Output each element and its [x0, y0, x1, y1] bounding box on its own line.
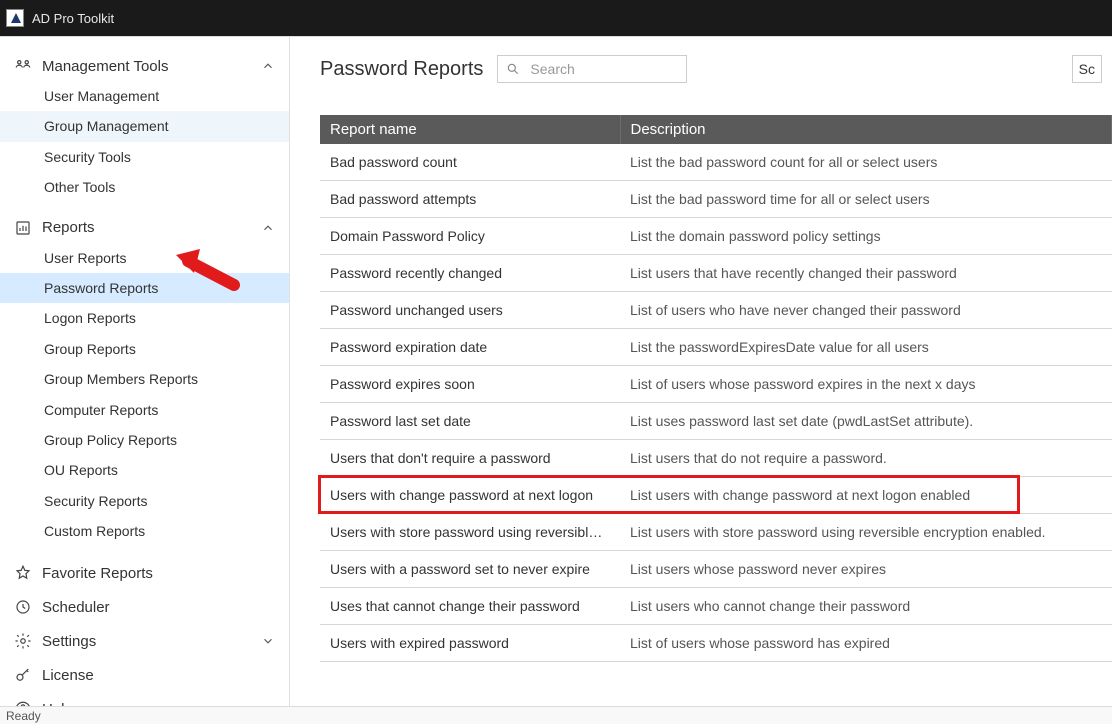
sidebar-item-computer-reports[interactable]: Computer Reports — [0, 395, 289, 425]
table-row[interactable]: Users with store password using reversib… — [320, 514, 1112, 551]
report-desc-cell: List users that have recently changed th… — [620, 255, 1112, 292]
management-tools-icon — [14, 57, 32, 75]
app-logo-icon — [6, 9, 24, 27]
toolbar-right-button[interactable]: Sc — [1072, 55, 1102, 83]
reports-icon — [14, 219, 32, 237]
table-row[interactable]: Users with a password set to never expir… — [320, 551, 1112, 588]
reports-items: User Reports Password Reports Logon Repo… — [0, 243, 289, 557]
report-desc-cell: List users with change password at next … — [620, 477, 1112, 514]
chevron-down-icon — [261, 634, 275, 648]
sidebar-section-reports[interactable]: Reports — [0, 213, 289, 243]
report-desc-cell: List of users whose password expires in … — [620, 366, 1112, 403]
sidebar-item-ou-reports[interactable]: OU Reports — [0, 455, 289, 485]
star-icon — [14, 564, 32, 582]
status-text: Ready — [6, 709, 41, 723]
report-name-cell: Uses that cannot change their password — [320, 588, 620, 625]
sidebar: Management Tools User Management Group M… — [0, 37, 290, 706]
table-row[interactable]: Bad password countList the bad password … — [320, 144, 1112, 181]
table-row[interactable]: Password expires soonList of users whose… — [320, 366, 1112, 403]
sidebar-section-management[interactable]: Management Tools — [0, 51, 289, 81]
report-name-cell: Bad password count — [320, 144, 620, 181]
sidebar-item-label: Favorite Reports — [42, 565, 153, 582]
gear-icon — [14, 632, 32, 650]
clock-icon — [14, 598, 32, 616]
main-panel: Password Reports Sc Report name Descript… — [290, 37, 1112, 706]
search-input[interactable] — [528, 60, 678, 78]
sidebar-section-label: Management Tools — [42, 58, 168, 75]
report-name-cell: Password recently changed — [320, 255, 620, 292]
report-name-cell: Domain Password Policy — [320, 218, 620, 255]
search-icon — [506, 62, 520, 76]
sidebar-item-group-policy-reports[interactable]: Group Policy Reports — [0, 425, 289, 455]
sidebar-item-help[interactable]: Help — [0, 692, 289, 706]
report-name-cell: Users with store password using reversib… — [320, 514, 620, 551]
search-box[interactable] — [497, 55, 687, 83]
report-desc-cell: List the bad password count for all or s… — [620, 144, 1112, 181]
table-row[interactable]: Users with change password at next logon… — [320, 477, 1112, 514]
status-bar: Ready — [0, 706, 1112, 724]
table-row[interactable]: Domain Password PolicyList the domain pa… — [320, 218, 1112, 255]
report-desc-cell: List of users whose password has expired — [620, 625, 1112, 662]
column-header-desc[interactable]: Description — [620, 115, 1112, 144]
table-row[interactable]: Uses that cannot change their passwordLi… — [320, 588, 1112, 625]
sidebar-item-other-tools[interactable]: Other Tools — [0, 172, 289, 202]
report-name-cell: Users with a password set to never expir… — [320, 551, 620, 588]
sidebar-item-label: License — [42, 667, 94, 684]
chevron-up-icon — [261, 221, 275, 235]
report-name-cell: Password expires soon — [320, 366, 620, 403]
report-name-cell: Users with change password at next logon — [320, 477, 620, 514]
sidebar-item-group-members-reports[interactable]: Group Members Reports — [0, 364, 289, 394]
report-name-cell: Password unchanged users — [320, 292, 620, 329]
column-header-name[interactable]: Report name — [320, 115, 620, 144]
table-row[interactable]: Password expiration dateList the passwor… — [320, 329, 1112, 366]
report-desc-cell: List uses password last set date (pwdLas… — [620, 403, 1112, 440]
report-name-cell: Users with expired password — [320, 625, 620, 662]
table-row[interactable]: Password last set dateList uses password… — [320, 403, 1112, 440]
reports-table: Report name Description Bad password cou… — [320, 115, 1112, 662]
app-title: AD Pro Toolkit — [32, 11, 114, 26]
report-desc-cell: List users that do not require a passwor… — [620, 440, 1112, 477]
report-name-cell: Password last set date — [320, 403, 620, 440]
report-desc-cell: List users whose password never expires — [620, 551, 1112, 588]
report-desc-cell: List users who cannot change their passw… — [620, 588, 1112, 625]
management-items: User Management Group Management Securit… — [0, 81, 289, 213]
help-icon — [14, 700, 32, 706]
table-row[interactable]: Password recently changedList users that… — [320, 255, 1112, 292]
sidebar-item-license[interactable]: License — [0, 658, 289, 692]
sidebar-item-group-management[interactable]: Group Management — [0, 111, 289, 141]
sidebar-item-settings[interactable]: Settings — [0, 624, 289, 658]
sidebar-item-scheduler[interactable]: Scheduler — [0, 590, 289, 624]
sidebar-item-user-management[interactable]: User Management — [0, 81, 289, 111]
report-name-cell: Users that don't require a password — [320, 440, 620, 477]
sidebar-item-security-tools[interactable]: Security Tools — [0, 142, 289, 172]
table-row[interactable]: Bad password attemptsList the bad passwo… — [320, 181, 1112, 218]
sidebar-item-favorite-reports[interactable]: Favorite Reports — [0, 556, 289, 590]
sidebar-section-label: Reports — [42, 219, 95, 236]
sidebar-item-security-reports[interactable]: Security Reports — [0, 486, 289, 516]
table-row[interactable]: Users with expired passwordList of users… — [320, 625, 1112, 662]
report-desc-cell: List the passwordExpiresDate value for a… — [620, 329, 1112, 366]
sidebar-item-user-reports[interactable]: User Reports — [0, 243, 289, 273]
table-row[interactable]: Users that don't require a passwordList … — [320, 440, 1112, 477]
sidebar-item-label: Scheduler — [42, 599, 110, 616]
report-desc-cell: List users with store password using rev… — [620, 514, 1112, 551]
page-title: Password Reports — [320, 58, 483, 81]
report-name-cell: Password expiration date — [320, 329, 620, 366]
sidebar-item-label: Help — [42, 701, 73, 706]
key-icon — [14, 666, 32, 684]
report-desc-cell: List of users who have never changed the… — [620, 292, 1112, 329]
report-desc-cell: List the domain password policy settings — [620, 218, 1112, 255]
sidebar-item-group-reports[interactable]: Group Reports — [0, 334, 289, 364]
sidebar-item-custom-reports[interactable]: Custom Reports — [0, 516, 289, 546]
sidebar-item-logon-reports[interactable]: Logon Reports — [0, 303, 289, 333]
table-row[interactable]: Password unchanged usersList of users wh… — [320, 292, 1112, 329]
sidebar-item-label: Settings — [42, 633, 96, 650]
title-bar: AD Pro Toolkit — [0, 0, 1112, 36]
report-name-cell: Bad password attempts — [320, 181, 620, 218]
report-desc-cell: List the bad password time for all or se… — [620, 181, 1112, 218]
sidebar-item-password-reports[interactable]: Password Reports — [0, 273, 289, 303]
chevron-up-icon — [261, 59, 275, 73]
